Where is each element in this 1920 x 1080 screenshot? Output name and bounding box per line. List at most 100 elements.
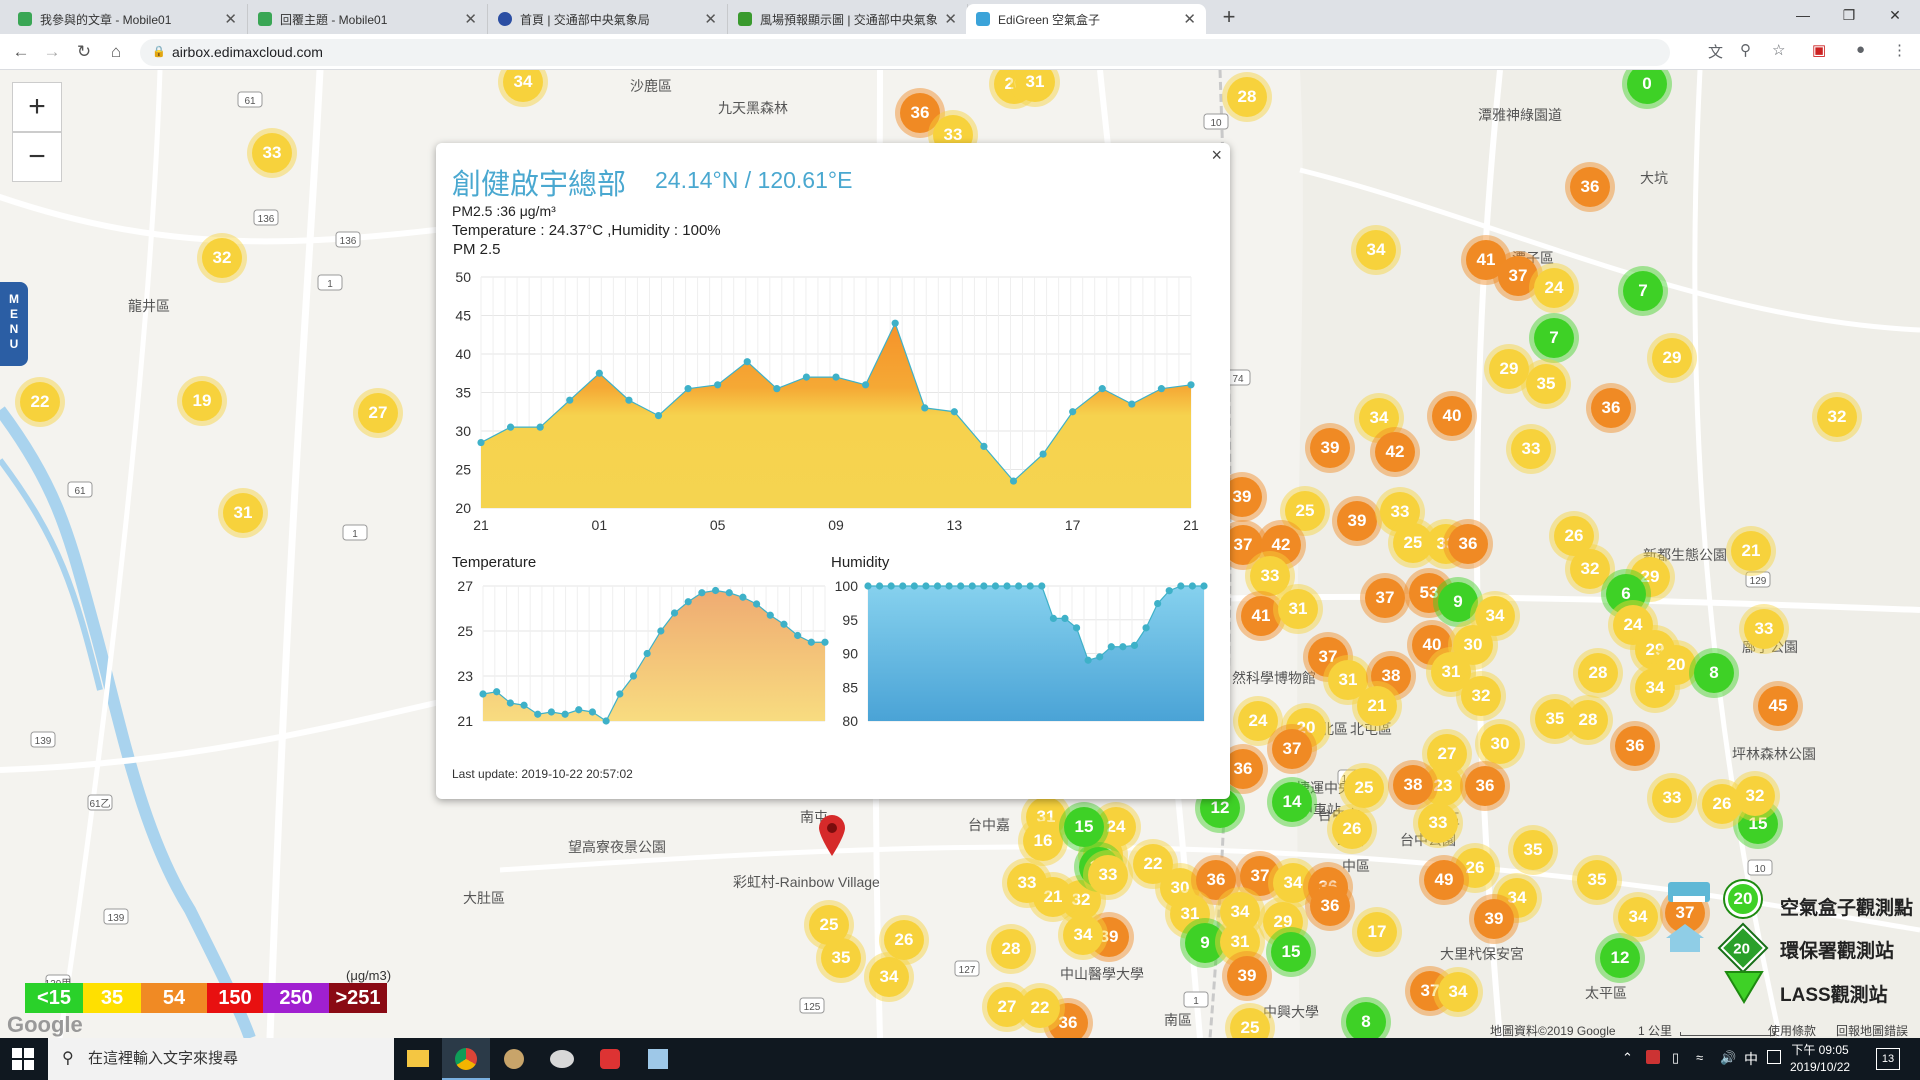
station-marker[interactable]: 34	[1359, 398, 1399, 438]
station-marker[interactable]: 7	[1534, 318, 1574, 358]
station-marker[interactable]: 33	[1744, 609, 1784, 649]
window-close-button[interactable]: ✕	[1889, 7, 1901, 23]
station-marker[interactable]: 15	[1738, 804, 1778, 844]
station-marker[interactable]: 17	[1357, 912, 1397, 952]
station-marker[interactable]: 37	[1498, 256, 1538, 296]
station-marker[interactable]: 33	[1007, 863, 1047, 903]
file-explorer-icon[interactable]	[394, 1038, 442, 1080]
station-marker[interactable]: 33	[252, 133, 292, 173]
station-marker[interactable]: 8	[1346, 1002, 1386, 1038]
station-marker[interactable]: 33	[1088, 855, 1128, 895]
station-marker[interactable]: 35	[1513, 830, 1553, 870]
station-marker[interactable]: 21	[1731, 531, 1771, 571]
station-marker[interactable]: 28	[991, 929, 1031, 969]
station-marker[interactable]: 36	[1310, 886, 1350, 926]
station-marker[interactable]: 36	[1448, 524, 1488, 564]
station-marker[interactable]: 32	[1570, 549, 1610, 589]
station-marker[interactable]: 35	[1577, 860, 1617, 900]
translate-icon[interactable]: 文	[1708, 44, 1724, 61]
tray-app-icon[interactable]	[1646, 1050, 1660, 1064]
station-marker[interactable]: 26	[1332, 809, 1372, 849]
station-marker[interactable]: 36	[1615, 726, 1655, 766]
new-tab-button[interactable]: +	[1222, 4, 1236, 29]
forward-icon[interactable]: →	[43, 42, 61, 61]
station-marker[interactable]: 28	[1227, 77, 1267, 117]
station-marker[interactable]: 34	[869, 957, 909, 997]
station-marker[interactable]: 45	[1758, 686, 1798, 726]
star-icon[interactable]: ☆	[1772, 42, 1786, 59]
terms-link[interactable]: 使用條款	[1768, 1024, 1817, 1038]
browser-tab[interactable]: 風場預報顯示圖 | 交通部中央氣象局 ✕	[728, 4, 968, 34]
station-marker[interactable]: 34	[1635, 668, 1675, 708]
station-marker[interactable]: 9	[1185, 923, 1225, 963]
station-marker[interactable]: 32	[202, 238, 242, 278]
station-marker[interactable]: 49	[1424, 860, 1464, 900]
back-icon[interactable]: ←	[12, 42, 30, 61]
tray-overflow-icon[interactable]: ⌃	[1622, 1050, 1633, 1065]
station-marker[interactable]: 25	[809, 905, 849, 945]
tab-close-icon[interactable]: ✕	[224, 11, 237, 28]
station-marker[interactable]: 39	[1310, 428, 1350, 468]
app-icon[interactable]	[634, 1038, 682, 1080]
station-marker[interactable]: 12	[1600, 938, 1640, 978]
home-icon[interactable]: ⌂	[110, 42, 122, 61]
taskbar-clock[interactable]: 下午 09:05 2019/10/22	[1790, 1042, 1850, 1076]
station-marker[interactable]: 39	[1337, 501, 1377, 541]
station-marker[interactable]: 38	[1393, 765, 1433, 805]
station-marker[interactable]: 15	[1064, 807, 1104, 847]
station-marker[interactable]: 34	[1356, 230, 1396, 270]
profile-icon[interactable]: ●	[1856, 41, 1866, 58]
windows-start-icon[interactable]	[12, 1048, 34, 1070]
station-marker[interactable]: 8	[1694, 653, 1734, 693]
station-marker[interactable]: 25	[1344, 768, 1384, 808]
station-marker[interactable]: 31	[223, 493, 263, 533]
zoom-out-button[interactable]: −	[12, 132, 62, 182]
menu-dots-icon[interactable]: ⋮	[1892, 42, 1907, 59]
station-marker[interactable]: 25	[1393, 523, 1433, 563]
extension-icon[interactable]: ▣	[1812, 42, 1827, 59]
app-icon[interactable]	[538, 1038, 586, 1080]
station-marker[interactable]: 37	[1365, 578, 1405, 618]
tab-close-icon[interactable]: ✕	[1183, 11, 1196, 28]
network-icon[interactable]: ≈	[1696, 1050, 1704, 1065]
station-marker[interactable]: 31	[1328, 660, 1368, 700]
station-marker[interactable]: 36	[1570, 167, 1610, 207]
zoom-icon[interactable]: ⚲	[1740, 42, 1751, 59]
station-marker[interactable]: 27	[358, 393, 398, 433]
browser-tab[interactable]: 回覆主題 - Mobile01 ✕	[248, 4, 488, 34]
station-marker[interactable]: 29	[1652, 338, 1692, 378]
station-marker[interactable]: 21	[1357, 686, 1397, 726]
station-marker[interactable]: 33	[1418, 803, 1458, 843]
station-marker[interactable]: 31	[1015, 70, 1055, 102]
minimize-button[interactable]: —	[1796, 7, 1810, 23]
taskbar-search-box[interactable]: ⚲ 在這裡輸入文字來搜尋	[48, 1038, 394, 1080]
station-marker[interactable]: 14	[1272, 782, 1312, 822]
station-marker[interactable]: 31	[1220, 922, 1260, 962]
station-marker[interactable]: 34	[1618, 897, 1658, 937]
zoom-in-button[interactable]: +	[12, 82, 62, 132]
station-marker[interactable]: 0	[1627, 70, 1667, 104]
station-marker[interactable]: 34	[1438, 972, 1478, 1012]
volume-icon[interactable]: 🔊	[1720, 1050, 1737, 1065]
station-marker[interactable]: 28	[1568, 700, 1608, 740]
station-marker[interactable]: 26	[884, 920, 924, 960]
station-marker[interactable]: 41	[1241, 596, 1281, 636]
station-marker[interactable]: 40	[1432, 396, 1472, 436]
browser-tab-active[interactable]: EdiGreen 空氣盒子 ✕	[966, 4, 1206, 34]
station-marker[interactable]: 7	[1623, 271, 1663, 311]
station-marker[interactable]: 31	[1170, 894, 1210, 934]
station-marker[interactable]: 33	[1250, 556, 1290, 596]
app-icon[interactable]	[586, 1038, 634, 1080]
station-marker[interactable]: 37	[1272, 729, 1312, 769]
station-marker[interactable]: 22	[20, 382, 60, 422]
station-marker[interactable]: 40	[1412, 625, 1452, 665]
station-marker[interactable]: 34	[1273, 863, 1313, 903]
ime-indicator[interactable]: 中	[1744, 1051, 1758, 1067]
tab-close-icon[interactable]: ✕	[464, 11, 477, 28]
station-marker[interactable]: 35	[1535, 699, 1575, 739]
station-marker[interactable]: 30	[1480, 724, 1520, 764]
restore-button[interactable]: ❐	[1842, 7, 1856, 23]
station-marker[interactable]: 39	[1474, 899, 1514, 939]
browser-tab[interactable]: 首頁 | 交通部中央氣象局 ✕	[488, 4, 728, 34]
